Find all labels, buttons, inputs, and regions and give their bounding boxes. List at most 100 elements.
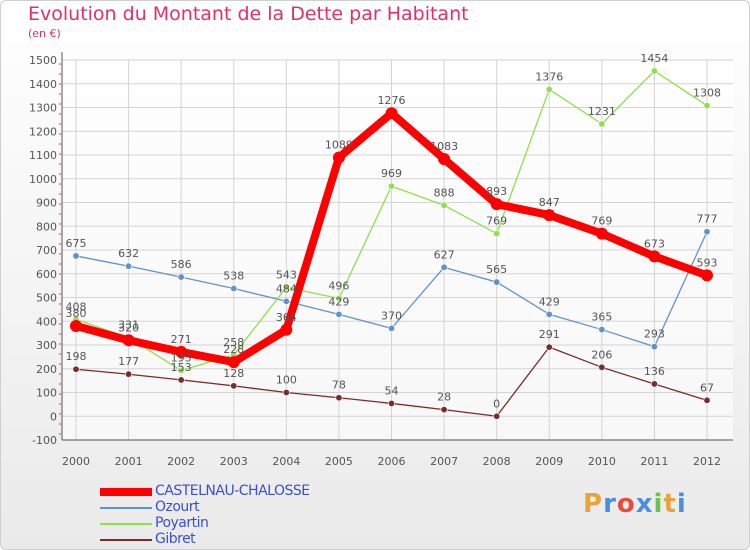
data-label: 380 bbox=[66, 307, 87, 320]
data-point bbox=[282, 297, 290, 305]
data-label: 331 bbox=[118, 319, 139, 332]
legend-label: Gibret bbox=[155, 531, 196, 547]
data-label: 627 bbox=[434, 248, 455, 261]
data-label: 429 bbox=[328, 295, 349, 308]
data-point bbox=[335, 294, 343, 302]
chart-title: Evolution du Montant de la Dette par Hab… bbox=[28, 3, 469, 25]
data-label: 177 bbox=[118, 355, 139, 368]
data-point bbox=[440, 406, 448, 414]
data-label: 365 bbox=[591, 311, 612, 324]
x-tick-label: 2006 bbox=[378, 455, 406, 468]
x-tick-label: 2005 bbox=[325, 455, 353, 468]
data-point bbox=[543, 209, 556, 222]
x-tick-label: 2011 bbox=[640, 455, 668, 468]
data-label: 769 bbox=[486, 215, 507, 228]
data-label: 673 bbox=[644, 237, 665, 250]
data-label: 364 bbox=[276, 311, 297, 324]
data-label: 258 bbox=[223, 336, 244, 349]
y-tick-label: 500 bbox=[36, 292, 57, 305]
y-tick-label: -100 bbox=[32, 434, 57, 447]
y-tick-label: 1000 bbox=[29, 173, 57, 186]
logo-letter: P bbox=[583, 489, 604, 519]
data-point bbox=[227, 356, 240, 369]
data-label: 100 bbox=[276, 374, 297, 387]
y-tick-label: 1200 bbox=[29, 125, 57, 138]
data-point bbox=[650, 380, 658, 388]
x-tick-label: 2009 bbox=[535, 455, 563, 468]
data-label: 632 bbox=[118, 247, 139, 260]
data-label: 54 bbox=[385, 384, 399, 397]
data-label: 593 bbox=[697, 256, 718, 269]
data-point bbox=[703, 396, 711, 404]
legend-label: Ozourt bbox=[155, 499, 200, 515]
data-point bbox=[387, 324, 395, 332]
y-tick-label: 100 bbox=[36, 387, 57, 400]
data-label: 586 bbox=[171, 258, 192, 271]
data-label: 969 bbox=[381, 167, 402, 180]
data-point bbox=[490, 198, 503, 211]
data-label: 1454 bbox=[640, 52, 668, 65]
data-point bbox=[703, 102, 711, 110]
data-point bbox=[493, 230, 501, 238]
data-point bbox=[598, 363, 606, 371]
y-tick-label: 1400 bbox=[29, 78, 57, 91]
data-label: 0 bbox=[493, 397, 500, 410]
data-point bbox=[72, 252, 80, 260]
x-tick-label: 2008 bbox=[483, 455, 511, 468]
data-label: 1083 bbox=[430, 140, 458, 153]
legend-label: Poyartin bbox=[155, 515, 209, 531]
data-label: 370 bbox=[381, 309, 402, 322]
y-tick-label: 1100 bbox=[29, 149, 57, 162]
data-point bbox=[282, 388, 290, 396]
data-point bbox=[125, 262, 133, 270]
data-point bbox=[332, 151, 345, 164]
y-tick-label: 300 bbox=[36, 339, 57, 352]
data-point bbox=[230, 382, 238, 390]
data-point bbox=[387, 182, 395, 190]
data-point bbox=[175, 345, 188, 358]
data-label: 1276 bbox=[378, 94, 406, 107]
data-point bbox=[701, 269, 713, 282]
logo-letter: i bbox=[653, 489, 664, 519]
y-tick-label: 1500 bbox=[29, 54, 57, 67]
data-label: 777 bbox=[697, 213, 718, 226]
data-point bbox=[177, 366, 185, 374]
data-point bbox=[703, 228, 711, 236]
data-point bbox=[282, 283, 290, 291]
data-point bbox=[545, 343, 553, 351]
data-label: 675 bbox=[66, 237, 87, 250]
y-tick-label: 400 bbox=[36, 315, 57, 328]
chart-subtitle: (en €) bbox=[28, 27, 61, 40]
data-label: 496 bbox=[328, 279, 349, 292]
data-point bbox=[122, 334, 135, 347]
data-label: 538 bbox=[223, 269, 244, 282]
logo-letter: i bbox=[676, 489, 687, 519]
data-point bbox=[598, 120, 606, 128]
data-label: 136 bbox=[644, 365, 665, 378]
data-label: 291 bbox=[539, 328, 560, 341]
data-point bbox=[280, 323, 293, 336]
data-point bbox=[598, 326, 606, 334]
data-point bbox=[72, 365, 80, 373]
data-point bbox=[493, 412, 501, 420]
data-label: 153 bbox=[171, 361, 192, 374]
data-label: 429 bbox=[539, 295, 560, 308]
data-label: 228 bbox=[223, 343, 244, 356]
data-point bbox=[493, 278, 501, 286]
x-tick-label: 2001 bbox=[115, 455, 143, 468]
data-point bbox=[648, 250, 661, 263]
x-tick-label: 2010 bbox=[588, 455, 616, 468]
data-label: 408 bbox=[66, 300, 87, 313]
data-point bbox=[545, 310, 553, 318]
data-label: 1376 bbox=[535, 70, 563, 83]
logo-letter: x bbox=[635, 489, 654, 519]
x-tick-label: 2012 bbox=[693, 455, 721, 468]
data-point bbox=[177, 273, 185, 281]
data-point bbox=[335, 394, 343, 402]
data-label: 193 bbox=[171, 351, 192, 364]
legend-swatch bbox=[100, 523, 152, 525]
y-tick-label: 200 bbox=[36, 363, 57, 376]
data-point bbox=[70, 320, 82, 332]
data-label: 888 bbox=[434, 186, 455, 199]
